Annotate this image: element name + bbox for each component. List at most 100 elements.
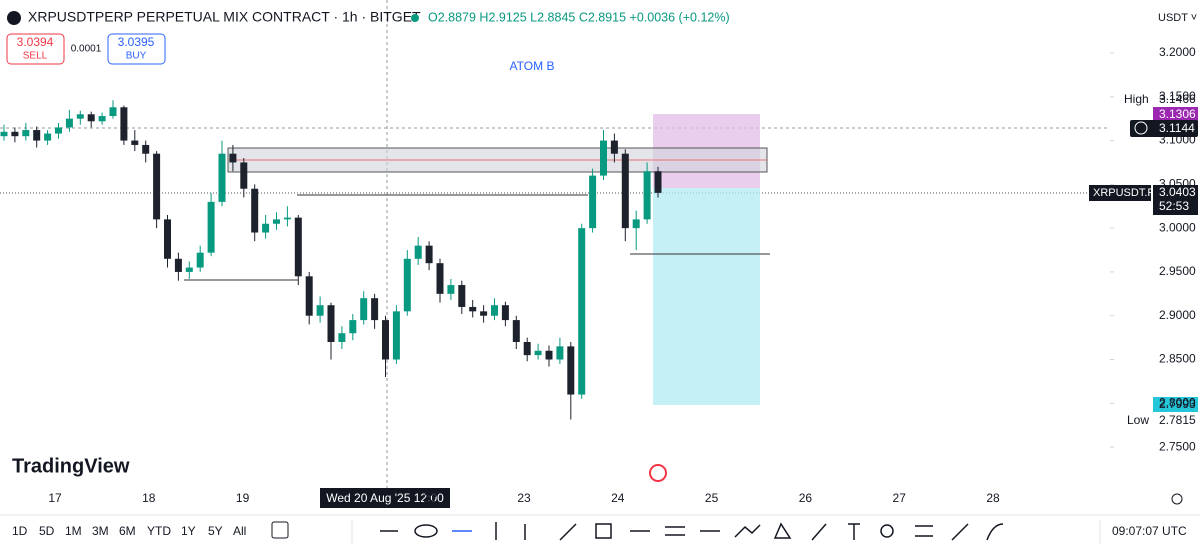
x-tick-label: 19 (236, 491, 250, 505)
candle-body (87, 114, 95, 122)
y-tick-label: 2.8000 (1159, 395, 1196, 409)
last-value: 3.0403 (1159, 185, 1196, 199)
date-range-icon[interactable] (271, 521, 289, 539)
range-button[interactable]: 1M (65, 524, 82, 538)
candle-body (469, 306, 477, 312)
candle-body (600, 140, 607, 176)
y-tick-label: 3.2000 (1159, 45, 1196, 59)
y-tick-label: 2.9500 (1159, 264, 1196, 278)
buy-price: 3.0395 (118, 35, 155, 49)
range-button[interactable]: 1D (12, 524, 28, 538)
candle-body (371, 298, 379, 321)
range-button[interactable]: 5Y (208, 524, 223, 538)
drawing-tools (380, 522, 1004, 541)
range-button[interactable]: 6M (119, 524, 136, 538)
candle-body (44, 133, 52, 141)
candle-body (131, 140, 139, 145)
candle-body (294, 217, 302, 277)
candle-body (392, 311, 400, 360)
candle-body (185, 267, 193, 272)
candle-body (436, 263, 444, 294)
target-value: 3.1306 (1159, 107, 1196, 121)
status-dot (411, 14, 419, 22)
candle-body (589, 175, 597, 229)
candle-body (251, 188, 259, 233)
candle-body (218, 153, 226, 202)
low-value: 2.7815 (1159, 413, 1196, 427)
sell-button[interactable] (6, 33, 65, 65)
candle-body (501, 305, 509, 321)
range-button[interactable]: 3M (92, 524, 109, 538)
stop-zone (653, 188, 760, 405)
candle-body (621, 153, 629, 229)
x-tick-label: 24 (611, 491, 625, 505)
add-icon[interactable] (1134, 121, 1148, 135)
candle-body (349, 320, 357, 334)
candle-body (164, 219, 171, 259)
high-value: 3.1466 (1159, 92, 1196, 106)
candle-body (534, 350, 542, 356)
candle-body (360, 298, 368, 321)
candle-body (174, 258, 182, 272)
range-button[interactable]: 5D (39, 524, 55, 538)
candle-body (153, 153, 161, 220)
candle-body (98, 116, 106, 122)
event-icon[interactable] (649, 464, 667, 482)
candle-body (120, 107, 128, 141)
settings-icon[interactable] (1171, 493, 1183, 505)
candle-body (305, 276, 313, 316)
candle-body (273, 219, 280, 224)
candle-body (578, 228, 586, 395)
y-tick-label: 3.0500 (1159, 177, 1196, 191)
candle-body (338, 333, 346, 342)
candle-body (283, 217, 291, 220)
candle-body (76, 114, 84, 119)
x-tick-label: 27 (893, 491, 907, 505)
candle-body (403, 258, 411, 312)
logo: TradingView (12, 455, 130, 477)
range-button[interactable]: 1Y (181, 524, 196, 538)
high-label: High (1124, 92, 1149, 106)
candle-body (643, 171, 651, 220)
y-tick-label: 3.1000 (1159, 133, 1196, 147)
candle-body (55, 127, 62, 134)
x-tick-label: 23 (517, 491, 531, 505)
ohlc-values: O2.8879 H2.9125 L2.8845 C2.8915 +0.0036 … (428, 10, 730, 24)
range-button[interactable]: All (233, 524, 246, 538)
clock: 09:07:07 UTC (1112, 524, 1187, 538)
symbol-icon (7, 11, 21, 25)
symbol-title: XRPUSDTPERP PERPETUAL MIX CONTRACT · 1h … (28, 9, 421, 25)
buy-button[interactable] (107, 33, 166, 65)
candle-body (610, 140, 618, 154)
crosshair-value: 3.1144 (1159, 121, 1195, 135)
spread: 0.0001 (71, 44, 102, 55)
sell-price: 3.0394 (17, 35, 54, 49)
candle-body (556, 346, 564, 360)
crosshair-date-tag (320, 488, 450, 508)
last-tag (1153, 185, 1198, 215)
candle-body (480, 311, 488, 316)
countdown: 52:53 (1159, 199, 1189, 213)
stop-tag (1153, 397, 1198, 412)
y-tick-label: 2.7500 (1159, 439, 1196, 453)
y-tick-label: 2.8500 (1159, 352, 1196, 366)
candle-body (654, 171, 662, 193)
candle-body (512, 320, 520, 342)
x-tick-label: Wed 20 Aug '25 12:00 (326, 491, 444, 505)
candle-body (33, 130, 41, 141)
range-button[interactable]: YTD (147, 524, 171, 538)
currency[interactable]: USDT ˅ (1158, 12, 1197, 24)
candle-body (545, 350, 553, 360)
candle-body (229, 153, 237, 163)
y-tick-label: 2.9000 (1159, 308, 1196, 322)
candle-body (240, 162, 248, 189)
x-tick-label: 22 (424, 491, 438, 505)
x-tick-label: 25 (705, 491, 719, 505)
x-tick-label: 26 (799, 491, 813, 505)
candle-body (382, 320, 389, 360)
sell-label: SELL (23, 51, 48, 62)
candle-body (11, 131, 19, 137)
stop-value: 2.7993 (1159, 397, 1196, 411)
candle-body (425, 245, 433, 264)
